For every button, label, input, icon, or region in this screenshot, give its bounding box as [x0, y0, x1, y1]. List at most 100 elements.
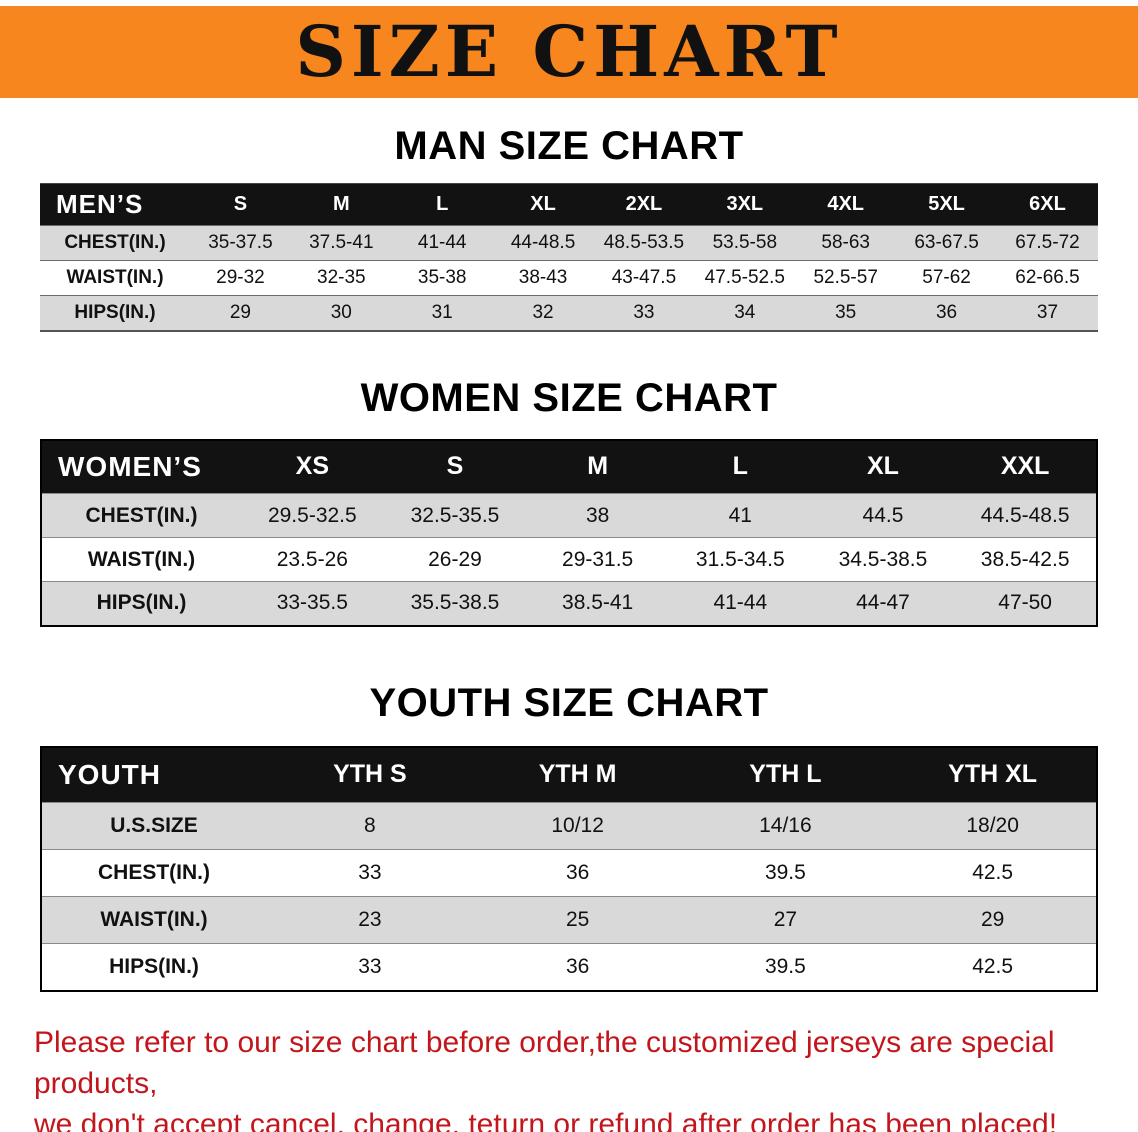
womens-value-cell: 23.5-26	[241, 537, 384, 582]
youth-row-label: WAIST(IN.)	[41, 896, 266, 944]
youth-measurement-row: U.S.SIZE 8 10/12 14/16 18/20	[41, 802, 1097, 850]
womens-value-cell: 34.5-38.5	[811, 537, 955, 582]
mens-size-column-header: XL	[492, 183, 594, 226]
youth-heading: YOUTH SIZE CHART	[369, 680, 769, 725]
mens-value-cell: 58-63	[795, 225, 897, 261]
mens-measurement-row: HIPS(IN.) 29 30 31 32 33 34 35 36 37	[40, 295, 1098, 331]
youth-value-cell: 29	[889, 896, 1097, 944]
mens-size-column-header: 6XL	[997, 183, 1098, 226]
mens-heading: MAN SIZE CHART	[394, 124, 744, 168]
mens-value-cell: 32-35	[290, 260, 392, 296]
mens-size-column-header: 3XL	[694, 183, 796, 226]
womens-value-cell: 26-29	[383, 537, 527, 582]
youth-size-table: YOUTH YTH S YTH M YTH L YTH XL U.S.SIZE 8 10/12…	[40, 745, 1098, 992]
womens-row-label: WAIST(IN.)	[41, 537, 241, 582]
mens-value-cell: 43-47.5	[593, 260, 695, 296]
mens-value-cell: 57-62	[896, 260, 997, 296]
mens-value-cell: 31	[391, 295, 493, 331]
womens-row-label: HIPS(IN.)	[41, 581, 241, 626]
mens-value-cell: 34	[694, 295, 796, 331]
mens-value-cell: 63-67.5	[896, 225, 997, 261]
mens-value-cell: 41-44	[391, 225, 493, 261]
youth-value-cell: 14/16	[681, 802, 890, 850]
sections-container: MAN SIZE CHART MEN’S S M L XL 2XL 3XL 4XL 5XL 6XL C…	[0, 124, 1138, 992]
mens-value-cell: 29	[190, 295, 291, 331]
womens-measurement-row: HIPS(IN.) 33-35.5 35.5-38.5 38.5-41 41-44 44-…	[41, 581, 1097, 626]
womens-size-column-header: XL	[811, 439, 955, 494]
youth-value-cell: 33	[266, 943, 474, 991]
mens-value-cell: 37.5-41	[290, 225, 392, 261]
footer-notice: Please refer to our size chart before or…	[34, 1022, 1108, 1132]
womens-value-cell: 29-31.5	[526, 537, 669, 582]
womens-header-row: WOMEN’S XS S M L XL XXL	[41, 439, 1097, 494]
mens-size-column-header: 5XL	[896, 183, 997, 226]
mens-value-cell: 53.5-58	[694, 225, 796, 261]
mens-value-cell: 37	[997, 295, 1098, 331]
womens-value-cell: 31.5-34.5	[668, 537, 812, 582]
womens-value-cell: 38	[526, 493, 669, 538]
youth-value-cell: 10/12	[473, 802, 682, 850]
youth-measurement-row: CHEST(IN.) 33 36 39.5 42.5	[41, 849, 1097, 897]
mens-value-cell: 47.5-52.5	[694, 260, 796, 296]
mens-value-cell: 35	[795, 295, 897, 331]
womens-row-label: CHEST(IN.)	[41, 493, 241, 538]
youth-row-label: U.S.SIZE	[41, 802, 266, 850]
youth-value-cell: 36	[473, 849, 682, 897]
youth-row-label: CHEST(IN.)	[41, 849, 266, 897]
mens-size-column-header: S	[190, 183, 291, 226]
youth-value-cell: 8	[266, 802, 474, 850]
youth-size-column-header: YTH S	[266, 746, 474, 803]
youth-value-cell: 23	[266, 896, 474, 944]
youth-value-cell: 42.5	[889, 849, 1097, 897]
section-youth: YOUTH SIZE CHART YOUTH YTH S YTH M YTH L YTH …	[0, 681, 1138, 992]
mens-measurement-row: CHEST(IN.) 35-37.5 37.5-41 41-44 44-48.5 48.5…	[40, 225, 1098, 261]
mens-value-cell: 35-38	[391, 260, 493, 296]
womens-value-cell: 33-35.5	[241, 581, 384, 626]
womens-size-column-header: L	[668, 439, 812, 494]
mens-value-cell: 33	[593, 295, 695, 331]
womens-value-cell: 35.5-38.5	[383, 581, 527, 626]
youth-value-cell: 33	[266, 849, 474, 897]
womens-value-cell: 41	[668, 493, 812, 538]
womens-group-label: WOMEN’S	[41, 439, 241, 494]
youth-value-cell: 18/20	[889, 802, 1097, 850]
banner: SIZE CHART	[0, 6, 1138, 98]
mens-value-cell: 32	[492, 295, 594, 331]
womens-size-column-header: XXL	[954, 439, 1097, 494]
mens-value-cell: 62-66.5	[997, 260, 1098, 296]
notice-line-2: we don't accept cancel, change, teturn o…	[34, 1107, 1058, 1132]
mens-value-cell: 48.5-53.5	[593, 225, 695, 261]
womens-value-cell: 44-47	[811, 581, 955, 626]
banner-title: SIZE CHART	[295, 10, 843, 93]
mens-row-label: CHEST(IN.)	[40, 225, 190, 261]
youth-measurement-row: WAIST(IN.) 23 25 27 29	[41, 896, 1097, 944]
mens-row-label: HIPS(IN.)	[40, 295, 190, 331]
womens-size-table: WOMEN’S XS S M L XL XXL CHEST(IN.) 29.5-32.5 32.5…	[40, 438, 1098, 627]
mens-value-cell: 35-37.5	[190, 225, 291, 261]
mens-measurement-row: WAIST(IN.) 29-32 32-35 35-38 38-43 43-47.5 47.…	[40, 260, 1098, 296]
youth-group-label: YOUTH	[41, 746, 266, 803]
youth-value-cell: 42.5	[889, 943, 1097, 991]
womens-measurement-row: WAIST(IN.) 23.5-26 26-29 29-31.5 31.5-34.5 34…	[41, 537, 1097, 582]
womens-size-column-header: XS	[241, 439, 384, 494]
womens-size-column-header: M	[526, 439, 669, 494]
youth-size-column-header: YTH L	[681, 746, 890, 803]
mens-size-column-header: M	[290, 183, 392, 226]
youth-value-cell: 25	[473, 896, 682, 944]
youth-row-label: HIPS(IN.)	[41, 943, 266, 991]
mens-group-label: MEN’S	[40, 183, 190, 226]
youth-size-column-header: YTH M	[473, 746, 682, 803]
womens-measurement-row: CHEST(IN.) 29.5-32.5 32.5-35.5 38 41 44.5 44.5…	[41, 493, 1097, 538]
mens-value-cell: 52.5-57	[795, 260, 897, 296]
womens-value-cell: 38.5-41	[526, 581, 669, 626]
womens-value-cell: 44.5	[811, 493, 955, 538]
mens-header-row: MEN’S S M L XL 2XL 3XL 4XL 5XL 6XL	[40, 183, 1098, 226]
womens-size-column-header: S	[383, 439, 527, 494]
mens-size-column-header: L	[391, 183, 493, 226]
womens-value-cell: 47-50	[954, 581, 1097, 626]
mens-size-table: MEN’S S M L XL 2XL 3XL 4XL 5XL 6XL CHEST(IN.) 35-37…	[40, 183, 1098, 332]
womens-value-cell: 38.5-42.5	[954, 537, 1097, 582]
mens-row-label: WAIST(IN.)	[40, 260, 190, 296]
mens-value-cell: 36	[896, 295, 997, 331]
